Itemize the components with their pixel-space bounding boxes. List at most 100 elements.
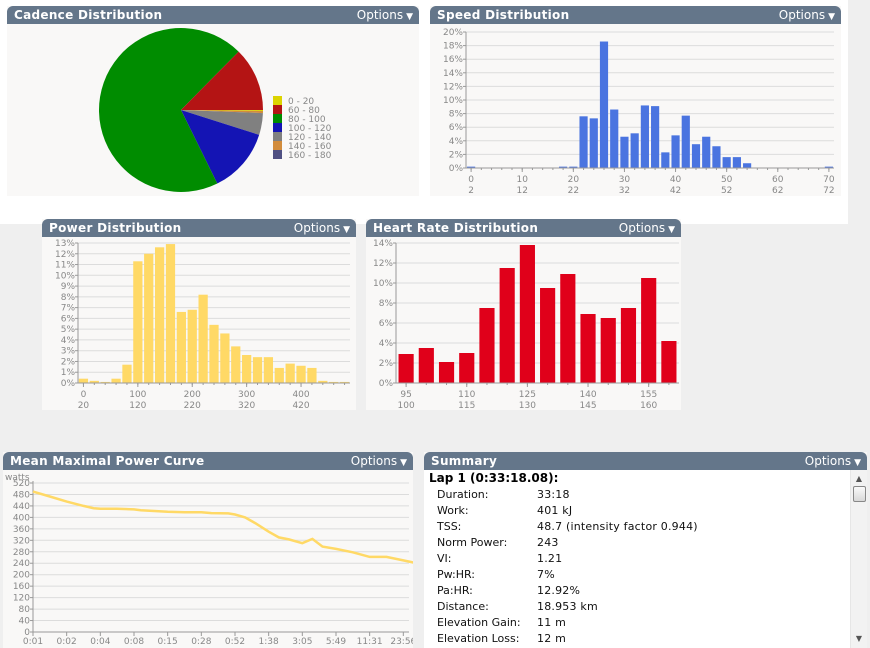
bar-480: [339, 381, 350, 383]
caret-down-icon: ▼: [854, 458, 861, 468]
summary-value: 7%: [537, 568, 555, 581]
mmp-header: Mean Maximal Power Curve Options ▼: [3, 452, 413, 470]
options-button[interactable]: Options ▼: [294, 219, 350, 239]
scroll-down-arrow-icon[interactable]: ▼: [855, 634, 863, 643]
x-tick-label: 0:02: [57, 637, 77, 647]
y-tick-label: 12%: [373, 259, 393, 269]
bar-140: [154, 247, 165, 383]
y-tick-label: 40: [19, 617, 31, 627]
bar-145: [600, 318, 616, 383]
y-tick-label: 8%: [61, 293, 76, 303]
options-label: Options: [356, 8, 404, 22]
summary-value: 18.953 km: [537, 600, 598, 613]
y-tick-label: 240: [13, 559, 30, 569]
options-button[interactable]: Options ▼: [779, 6, 835, 26]
options-label: Options: [804, 454, 852, 468]
speed-header: Speed Distribution Options ▼: [430, 6, 841, 24]
panel-title: Power Distribution: [49, 221, 182, 235]
y-tick-label: 11%: [55, 261, 75, 271]
bar-300: [242, 355, 252, 383]
x-tick-label-upper: 22: [568, 186, 579, 196]
y-tick-label: 120: [13, 594, 30, 604]
y-tick-label: 2%: [61, 357, 76, 367]
legend-label: 120 - 140: [288, 133, 332, 143]
options-button[interactable]: Options ▼: [357, 6, 413, 26]
bar-24: [589, 118, 598, 168]
summary-row: Pa:HR: 12.92%: [424, 583, 867, 599]
bar-155: [641, 278, 657, 383]
x-tick-label-upper: 42: [670, 186, 681, 196]
pie-slice-60-80: [181, 51, 263, 110]
x-tick-label-upper: 115: [458, 401, 475, 410]
summary-label: TSS:: [437, 520, 462, 533]
y-tick-label: 10%: [373, 279, 393, 289]
y-tick-label: 13%: [55, 239, 75, 249]
panel-title: Speed Distribution: [437, 8, 570, 22]
options-button[interactable]: Options ▼: [619, 219, 675, 239]
y-tick-label: 160: [13, 582, 30, 592]
bar-70: [824, 166, 833, 168]
y-tick-label: 8%: [449, 110, 464, 120]
summary-body: Lap 1 (0:33:18.08): Duration: 33:18 Work: 4…: [424, 470, 867, 648]
x-tick-label: 140: [579, 390, 596, 400]
y-tick-label: 4%: [449, 137, 464, 147]
bar-160: [165, 244, 176, 383]
y-tick-label: 3%: [61, 347, 76, 357]
x-tick-label-upper: 100: [398, 401, 415, 410]
scroll-thumb[interactable]: [853, 486, 866, 502]
y-tick-label: 2%: [449, 150, 464, 160]
summary-scrollbar[interactable]: ▲ ▼: [850, 470, 867, 648]
bar-48: [712, 146, 721, 168]
summary-value: 12 m: [537, 632, 567, 645]
lap-title: Lap 1 (0:33:18.08):: [429, 471, 559, 485]
caret-down-icon: ▼: [668, 225, 675, 235]
x-tick-label: 125: [519, 390, 536, 400]
bar-100: [133, 261, 143, 383]
y-tick-label: 320: [13, 536, 30, 546]
bar-36: [651, 106, 660, 168]
bar-320: [252, 357, 263, 383]
x-tick-label: 200: [184, 390, 201, 400]
x-tick-label-upper: 320: [238, 401, 255, 410]
bar-28: [610, 109, 619, 168]
bar-80: [122, 364, 132, 383]
legend-label: 0 - 20: [288, 97, 314, 107]
y-tick-label: 4%: [379, 339, 394, 349]
summary-value: 33:18: [537, 488, 570, 501]
x-tick-label-upper: 220: [184, 401, 201, 410]
summary-rows: Duration: 33:18 Work: 401 kJ TSS: 48.7 (inten…: [424, 487, 867, 647]
options-button[interactable]: Options ▼: [805, 452, 861, 472]
x-tick-label-upper: 130: [519, 401, 536, 410]
y-tick-label: 480: [13, 490, 30, 500]
x-tick-label: 0:15: [158, 637, 178, 647]
bar-32: [630, 133, 639, 168]
scroll-up-arrow-icon[interactable]: ▲: [855, 474, 863, 483]
bar-280: [231, 346, 241, 383]
speed-panel: Speed Distribution Options ▼ 0% 2% 4% 6% 8% 10…: [430, 6, 841, 196]
legend-swatch: [273, 114, 282, 123]
bar-38: [661, 152, 670, 168]
caret-down-icon: ▼: [343, 225, 350, 235]
bar-420: [307, 367, 317, 383]
x-tick-label-upper: 160: [640, 401, 657, 410]
x-tick-label: 5:49: [326, 637, 346, 647]
power-bar-chart: 0%1%2%3%4%5%6%7%8%9%10%11%12%13% 020 10012…: [55, 239, 350, 410]
heart-rate-header: Heart Rate Distribution Options ▼: [366, 219, 681, 237]
bar-30: [620, 136, 629, 168]
y-tick-label: 0: [24, 628, 30, 638]
y-tick-label: 20%: [443, 28, 463, 38]
options-button[interactable]: Options ▼: [351, 452, 407, 472]
y-tick-label: 8%: [379, 299, 394, 309]
bar-200: [187, 309, 197, 383]
bar-180: [176, 311, 186, 383]
pie-slice-0-20: [181, 110, 263, 112]
y-tick-label: 200: [13, 571, 30, 581]
bar-130: [540, 288, 556, 383]
y-tick-label: 14%: [443, 69, 463, 79]
bar-26: [599, 41, 609, 168]
bar-100: [418, 348, 434, 383]
legend-label: 160 - 180: [288, 151, 332, 161]
options-label: Options: [350, 454, 398, 468]
x-tick-label: 30: [619, 175, 631, 185]
